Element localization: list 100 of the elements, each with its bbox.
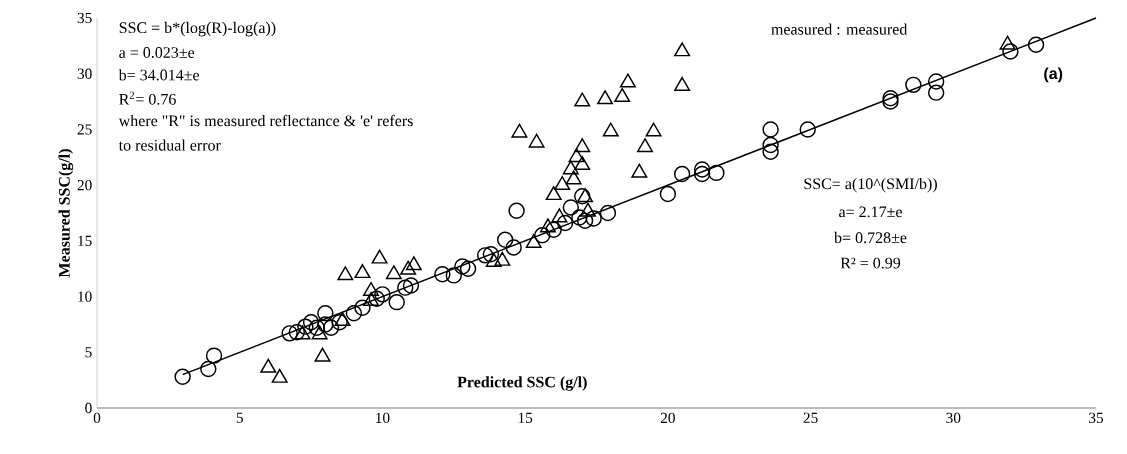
point (562, 199, 580, 216)
y-tick-label: 25 (77, 124, 92, 135)
point (337, 266, 354, 281)
point (927, 73, 945, 90)
annotation: a = 0.023±e (119, 47, 195, 58)
point (317, 316, 334, 333)
point (708, 164, 725, 182)
point (545, 221, 562, 238)
point (574, 155, 591, 171)
point (200, 360, 217, 378)
point (314, 347, 331, 362)
point (281, 325, 298, 342)
annotation: (a) (1044, 67, 1063, 83)
point (445, 267, 462, 284)
x-tick-label: 20 (660, 412, 675, 424)
point (614, 87, 631, 103)
point (693, 161, 711, 178)
point (345, 305, 363, 322)
point (334, 311, 351, 327)
point (434, 266, 451, 283)
point (317, 305, 334, 322)
point (397, 279, 414, 296)
point (400, 260, 417, 275)
point (554, 176, 571, 191)
point (674, 76, 691, 91)
point (545, 186, 562, 201)
point (579, 202, 596, 217)
point (1027, 36, 1045, 53)
point (528, 133, 545, 148)
point (568, 148, 585, 163)
point (482, 246, 500, 263)
point (599, 204, 617, 222)
point (354, 299, 371, 316)
point (496, 231, 514, 248)
y-tick-label: 5 (85, 347, 92, 358)
y-tick-label: 15 (78, 235, 92, 246)
point (619, 73, 636, 88)
annotation: R² = 0.99 (840, 257, 901, 269)
annotation: a= 2.17±e (839, 206, 902, 218)
point (673, 165, 691, 183)
annotation: b= 0.728±e (834, 231, 907, 244)
point (371, 249, 388, 264)
point (927, 84, 945, 101)
point (597, 90, 614, 105)
point (405, 256, 422, 271)
point (659, 185, 677, 203)
point (905, 76, 922, 94)
point (205, 347, 223, 364)
point (260, 358, 277, 373)
point (562, 160, 579, 175)
point (368, 290, 385, 308)
annotation: R$^{2}$= 0.76 (119, 91, 176, 105)
point (302, 313, 320, 331)
point (174, 368, 191, 386)
point (534, 227, 551, 244)
point (288, 324, 306, 341)
y-tick-label: 0 (85, 402, 92, 414)
x-tick-label: 5 (236, 412, 243, 423)
point (574, 92, 591, 107)
x-tick-label: 25 (803, 412, 818, 424)
x-tick-label: 35 (1089, 412, 1104, 424)
point (551, 208, 568, 223)
x-tick-label: 0 (93, 412, 101, 424)
annotation: SSC = b*(log(R)-log(a)) (119, 21, 276, 37)
point (331, 313, 348, 331)
point (308, 319, 325, 336)
annotation: to residual error (118, 139, 221, 151)
point (539, 218, 556, 233)
point (297, 318, 314, 335)
annotation: measured : measured (771, 23, 908, 35)
point (762, 136, 779, 154)
x-axis-title: Predicted SSC (g/l) (457, 376, 587, 391)
point (388, 293, 405, 311)
point (799, 121, 816, 138)
point (454, 258, 471, 275)
point (459, 260, 477, 277)
point (508, 202, 525, 219)
y-tick-label: 30 (77, 68, 92, 79)
point (402, 277, 420, 294)
point (585, 210, 602, 227)
point (322, 319, 340, 336)
point (505, 239, 522, 256)
point (693, 165, 711, 183)
annotation: b= 34.014±e (118, 69, 200, 81)
point (571, 209, 588, 226)
point (374, 286, 391, 303)
point (311, 325, 328, 340)
point (565, 170, 582, 185)
point (385, 265, 402, 280)
point (511, 123, 528, 138)
point (674, 42, 691, 57)
point (363, 291, 380, 306)
point (294, 325, 311, 340)
point (762, 143, 779, 160)
point (556, 214, 574, 232)
point (574, 138, 591, 153)
annotation: where "R" is measured reflectance & 'e' refers (118, 114, 413, 127)
y-tick-label: 35 (77, 12, 92, 24)
annotation: SSC= a(10^(SMI/b)) (804, 177, 937, 193)
point (354, 264, 371, 279)
